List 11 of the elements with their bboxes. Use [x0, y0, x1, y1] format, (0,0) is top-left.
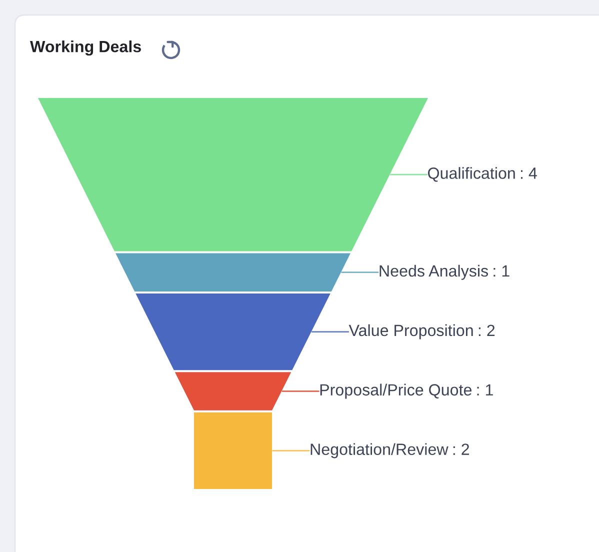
text: Working Deals — [30, 40, 141, 56]
category-label: Value Proposition — [348, 324, 473, 340]
data-label: : 2 — [478, 324, 495, 336]
data-label: : 4 — [520, 168, 537, 179]
category-label: Qualification — [428, 167, 515, 182]
category-label: Proposal/Price Quote — [320, 384, 472, 399]
data-label: : 1 — [494, 265, 510, 277]
category-label: Needs Analysis — [380, 264, 488, 280]
data-label: : 1 — [477, 384, 493, 396]
category-label: Negotiation/Review — [310, 443, 448, 458]
data-label: : 2 — [453, 444, 470, 455]
